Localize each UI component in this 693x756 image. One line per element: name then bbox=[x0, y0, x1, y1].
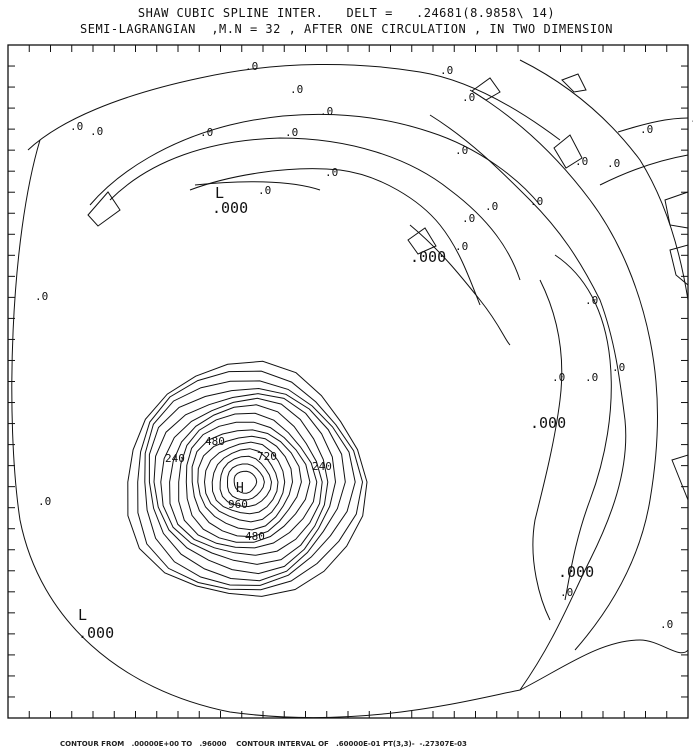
contour-label: .000 bbox=[410, 248, 446, 266]
contour-line bbox=[519, 59, 689, 301]
contour-labels: .0 .0 .0 .0 .0 .0 .0 .0 .0 .0 .0 .0 .0 .0 .0 .0 .0 .0 .0 .0… bbox=[35, 60, 693, 642]
chart-subtitle: SEMI-LAGRANGIAN ,M.N = 32 , AFTER ONE CI… bbox=[80, 22, 613, 36]
contour-label: 960 bbox=[228, 498, 248, 511]
contour-label: .0 bbox=[660, 618, 673, 631]
contour-label: .000 bbox=[78, 624, 114, 642]
contour-label: 240 bbox=[312, 460, 332, 473]
contour-label: .0 bbox=[35, 290, 48, 303]
contour-line bbox=[203, 441, 286, 523]
contour-label: .0 bbox=[585, 371, 598, 384]
contour-line bbox=[27, 63, 561, 151]
contour-line bbox=[11, 139, 689, 719]
contour-line bbox=[144, 380, 356, 586]
contour-line bbox=[669, 244, 689, 287]
contour-label: .0 bbox=[530, 195, 543, 208]
contour-line bbox=[194, 181, 321, 191]
contour-line bbox=[429, 114, 627, 691]
contour-label: .0 bbox=[245, 60, 258, 73]
contour-line bbox=[178, 412, 318, 549]
contour-line bbox=[148, 387, 346, 582]
contour-line bbox=[554, 254, 612, 601]
contour-label: .0 bbox=[585, 294, 598, 307]
contour-label: .0 bbox=[455, 144, 468, 157]
contour-line bbox=[532, 279, 563, 621]
contour-line bbox=[471, 77, 501, 101]
extremum-label: H bbox=[236, 481, 244, 496]
contour-line bbox=[671, 454, 689, 501]
contour-line bbox=[211, 448, 279, 515]
contour-line bbox=[599, 154, 689, 186]
contour-line bbox=[553, 134, 583, 169]
contour-line bbox=[664, 191, 689, 229]
contour-label: .0 bbox=[200, 126, 213, 139]
contour-label: .0 bbox=[325, 166, 338, 179]
extremum-label: L bbox=[78, 606, 87, 624]
contour-label: .0 bbox=[552, 371, 565, 384]
contour-line bbox=[407, 227, 437, 255]
contour-line bbox=[469, 89, 658, 651]
chart-title: SHAW CUBIC SPLINE INTER. DELT = .24681(8… bbox=[137, 6, 556, 20]
contour-line bbox=[87, 191, 121, 227]
contour-label: 240 bbox=[165, 452, 185, 465]
contour-label: .0 bbox=[607, 157, 620, 170]
contour-line bbox=[153, 393, 337, 575]
contour-label: .000 bbox=[530, 414, 566, 432]
contour-label: .0 bbox=[560, 586, 573, 599]
contour-line bbox=[185, 421, 311, 543]
contour-line bbox=[191, 429, 302, 538]
contour-label: .0 bbox=[612, 361, 625, 374]
contour-label: .0 bbox=[90, 125, 103, 138]
contour-lines bbox=[11, 59, 689, 719]
contour-label: .0 bbox=[320, 105, 333, 118]
contour-line bbox=[617, 117, 689, 133]
contour-label: 480 bbox=[205, 435, 225, 448]
contour-line bbox=[189, 168, 481, 306]
contour-label: .0 bbox=[640, 123, 653, 136]
contour-line bbox=[197, 435, 294, 531]
contour-line bbox=[109, 137, 521, 281]
extremum-label: L bbox=[215, 184, 224, 202]
contour-label: .0 bbox=[70, 120, 83, 133]
contour-label: .0 bbox=[485, 200, 498, 213]
contour-line bbox=[409, 224, 511, 346]
contour-label: .000 bbox=[558, 563, 594, 581]
contour-label: .0 bbox=[258, 184, 271, 197]
contour-label: .0 bbox=[38, 495, 51, 508]
contour-label: .0 bbox=[462, 91, 475, 104]
contour-line bbox=[561, 73, 587, 93]
contour-label: .0 bbox=[290, 83, 303, 96]
contour-label: .000 bbox=[212, 199, 248, 217]
contour-line bbox=[137, 370, 364, 591]
contour-label: 480 bbox=[245, 530, 265, 543]
contour-line bbox=[226, 463, 265, 501]
axis-ticks bbox=[7, 44, 689, 719]
contour-line bbox=[169, 404, 323, 556]
contour-line bbox=[127, 360, 368, 597]
contour-label: .0 bbox=[575, 155, 588, 168]
contour-line bbox=[160, 397, 329, 565]
contour-plot: .0 .0 .0 .0 .0 .0 .0 .0 .0 .0 .0 .0 .0 .0 .0 .0 .0 .0 .0 .0… bbox=[7, 44, 693, 719]
contour-line bbox=[233, 470, 258, 494]
contour-label: .0 bbox=[285, 126, 298, 139]
contour-label: .0 bbox=[690, 112, 693, 125]
contour-label: 720 bbox=[257, 450, 277, 463]
contour-footer: CONTOUR FROM .00000E+00 TO .96000 CONTOU… bbox=[60, 740, 467, 748]
contour-label: .0 bbox=[440, 64, 453, 77]
contour-label: .0 bbox=[455, 240, 468, 253]
contour-line bbox=[89, 113, 541, 206]
contour-label: .0 bbox=[462, 212, 475, 225]
contour-line bbox=[219, 455, 273, 508]
